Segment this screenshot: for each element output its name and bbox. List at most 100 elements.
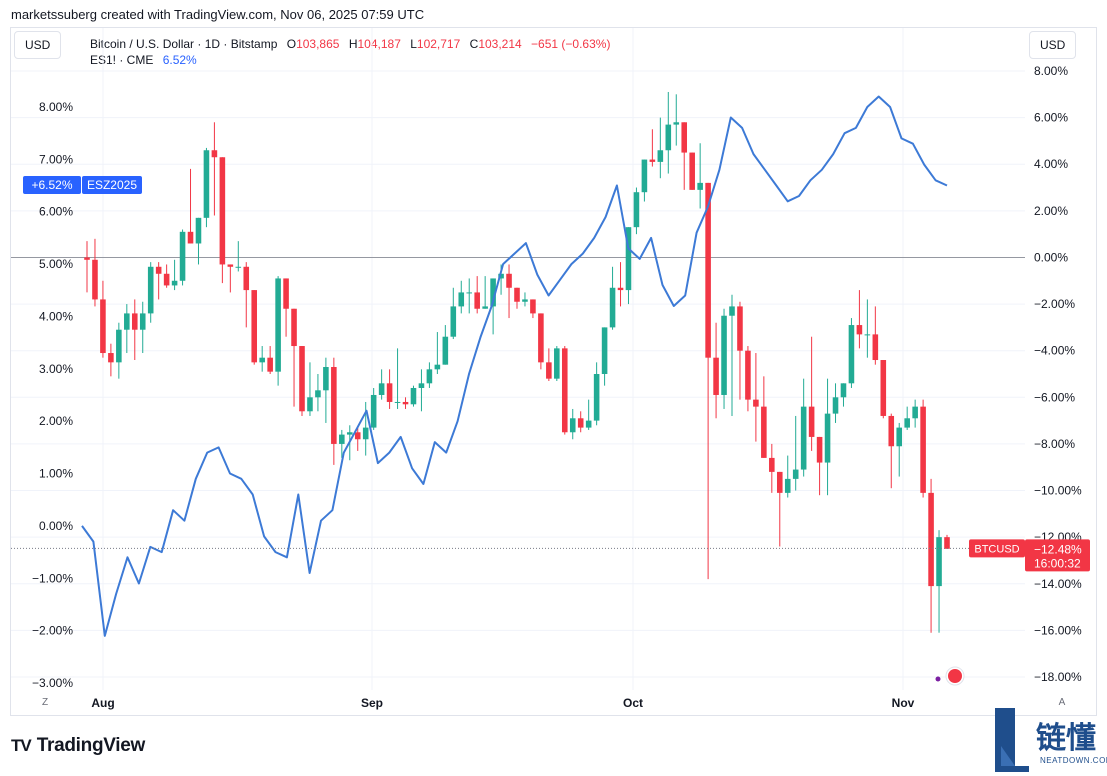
candle-body [864, 334, 871, 336]
candle-body [745, 350, 751, 400]
candle-body [275, 278, 281, 372]
right-axis-tick-label: 0.00% [1034, 250, 1068, 264]
candle-body [434, 364, 441, 370]
candle-body [609, 287, 616, 328]
candle-body [506, 273, 512, 288]
left-axis-tick-label: 4.00% [39, 309, 73, 323]
candle-body [769, 457, 775, 472]
candle-body [729, 306, 735, 316]
candle-body [458, 292, 465, 307]
candle-body [737, 306, 743, 351]
candle-body [928, 492, 934, 587]
candle-body [657, 150, 664, 162]
change-value: −651 (−0.63%) [531, 37, 611, 51]
candle-body [546, 362, 552, 379]
candle-body [490, 278, 496, 307]
log-scale-button[interactable]: Z [41, 697, 49, 708]
candle-body [824, 413, 831, 463]
candle-body [904, 418, 910, 428]
candle-body [625, 227, 632, 291]
candle-body [203, 150, 210, 218]
esz2025-value-badge-label: +6.52% [31, 178, 72, 192]
candle-body [920, 406, 926, 493]
watermark-text: 链懂 [1036, 721, 1096, 756]
candle-body [354, 432, 361, 440]
candle-body [410, 387, 417, 405]
candle-body [84, 257, 90, 260]
left-axis-tick-label: −1.00% [32, 571, 73, 585]
left-axis-tick-label: 1.00% [39, 467, 73, 481]
candle-body [872, 334, 879, 361]
candle-body [291, 308, 297, 347]
candle-body [808, 406, 815, 437]
symbol-description[interactable]: Bitcoin / U.S. Dollar · 1D · Bitstamp [90, 37, 278, 51]
candle-body [705, 182, 711, 358]
candle-body [243, 266, 250, 291]
right-axis-tick-label: −10.00% [1034, 484, 1082, 498]
candle-body [498, 273, 504, 279]
candle-body [339, 434, 345, 444]
candle-body [163, 273, 170, 286]
candle-body [944, 537, 950, 549]
candle-body [633, 192, 640, 228]
candle-body [155, 266, 162, 274]
neatdown-logo-icon [995, 708, 1029, 772]
candle-body [816, 436, 823, 463]
candle-body [100, 299, 106, 354]
left-axis-tick-label: 6.00% [39, 205, 73, 219]
candle-body [346, 432, 353, 435]
close-value: 103,214 [478, 37, 522, 51]
compare-value: 6.52% [162, 53, 197, 67]
candle-body [585, 420, 592, 428]
low-label: L [410, 37, 417, 51]
candle-body [888, 415, 895, 447]
candle-body [442, 336, 449, 365]
right-currency-button[interactable]: USD [1029, 31, 1077, 59]
right-axis-tick-label: −2.00% [1034, 297, 1075, 311]
candle-body [362, 427, 369, 440]
right-axis-tick-label: −16.00% [1034, 623, 1082, 637]
candle-body [569, 418, 576, 433]
low-value: 102,717 [416, 37, 461, 51]
candle-body [370, 394, 377, 428]
candle-body [848, 325, 855, 384]
chart-legend: Bitcoin / U.S. Dollar · 1D · Bitstamp O1… [90, 36, 610, 68]
candle-body [92, 259, 98, 300]
right-axis-tick-label: −4.00% [1034, 344, 1075, 358]
candle-body [832, 397, 839, 414]
auto-scale-button[interactable]: A [1058, 697, 1066, 708]
candle-body [601, 327, 608, 374]
high-value: 104,187 [357, 37, 401, 51]
left-currency-button[interactable]: USD [14, 31, 62, 59]
candle-body [561, 348, 568, 433]
candle-body [665, 124, 672, 151]
candle-body [171, 280, 178, 286]
candle-body [800, 406, 807, 470]
esz2025-series-tag-label: ESZ2025 [87, 178, 137, 192]
candle-body [522, 299, 528, 302]
btcusd-countdown: 16:00:32 [1034, 556, 1081, 570]
btcusd-series-tag-label: BTCUSD [974, 543, 1019, 555]
candle-body [386, 383, 393, 402]
compare-symbol[interactable]: ES1! · CME [90, 53, 154, 67]
candle-body [856, 325, 863, 335]
candle-body [227, 264, 234, 267]
btcusd-series-tag [969, 539, 1025, 558]
candle-body [697, 182, 703, 190]
candle-body [482, 306, 488, 309]
candle-body [124, 313, 130, 330]
candle-body [195, 217, 202, 244]
candle-body [936, 537, 942, 587]
candle-body [776, 471, 783, 493]
right-axis-tick-label: 2.00% [1034, 204, 1068, 218]
candle-body [147, 266, 154, 314]
candle-body [673, 122, 680, 125]
esz2025-value-badge [23, 176, 81, 194]
candle-body [474, 292, 480, 309]
candle-body [721, 315, 727, 395]
us-flag-icon [948, 669, 962, 683]
candle-body [617, 287, 624, 291]
left-axis-tick-label: 8.00% [39, 100, 73, 114]
tradingview-brand: TV TradingView [11, 735, 145, 757]
